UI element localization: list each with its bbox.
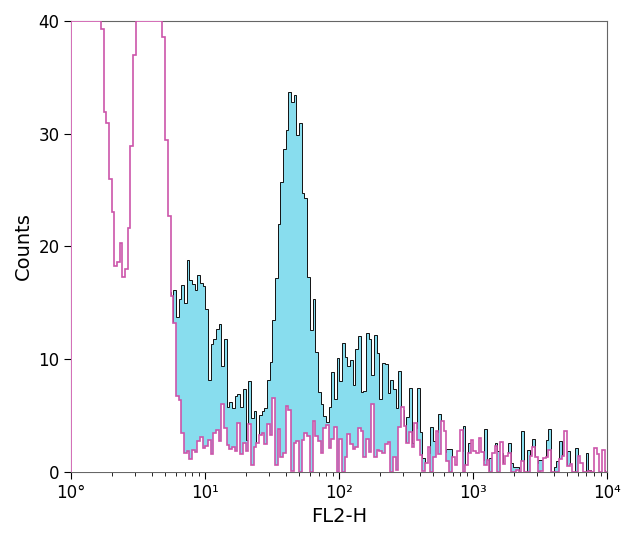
Y-axis label: Counts: Counts xyxy=(14,212,33,280)
X-axis label: FL2-H: FL2-H xyxy=(311,507,368,526)
